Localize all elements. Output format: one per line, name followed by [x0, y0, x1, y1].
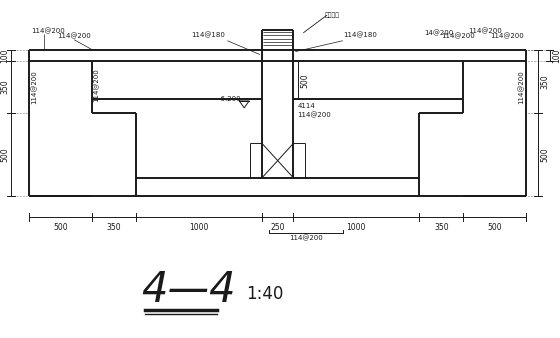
Text: 1:40: 1:40: [246, 285, 283, 303]
Text: 350: 350: [540, 74, 549, 89]
Text: 114@200: 114@200: [491, 33, 524, 40]
Text: 500: 500: [300, 73, 309, 88]
Text: -6.200: -6.200: [218, 96, 241, 102]
Text: 114@180: 114@180: [343, 31, 377, 38]
Text: 14@200: 14@200: [424, 29, 454, 36]
Text: 114@200: 114@200: [297, 112, 331, 118]
Text: 114@200: 114@200: [31, 70, 38, 104]
Text: 350: 350: [1, 80, 10, 94]
Text: 1000: 1000: [347, 223, 366, 232]
Text: 100: 100: [552, 48, 560, 63]
Text: 500: 500: [53, 223, 68, 232]
Text: 1000: 1000: [189, 223, 209, 232]
Text: 350: 350: [107, 223, 122, 232]
Text: 114@200: 114@200: [289, 235, 323, 242]
Text: 500: 500: [488, 223, 502, 232]
Text: 114@200: 114@200: [468, 27, 502, 34]
Text: 350: 350: [434, 223, 449, 232]
Text: 114@180: 114@180: [191, 31, 225, 38]
Text: 250: 250: [270, 223, 285, 232]
Text: 500: 500: [1, 147, 10, 162]
Text: 114@200: 114@200: [31, 27, 65, 34]
Text: 见结构施: 见结构施: [324, 12, 339, 18]
Text: 114@200: 114@200: [518, 70, 524, 104]
Text: 114@200: 114@200: [57, 33, 91, 40]
Text: 4—4: 4—4: [142, 269, 236, 311]
Text: 114@200: 114@200: [93, 68, 100, 102]
Text: 100: 100: [1, 48, 10, 63]
Text: 4114: 4114: [297, 103, 315, 109]
Text: 500: 500: [540, 147, 549, 162]
Text: 114@200: 114@200: [442, 33, 475, 40]
